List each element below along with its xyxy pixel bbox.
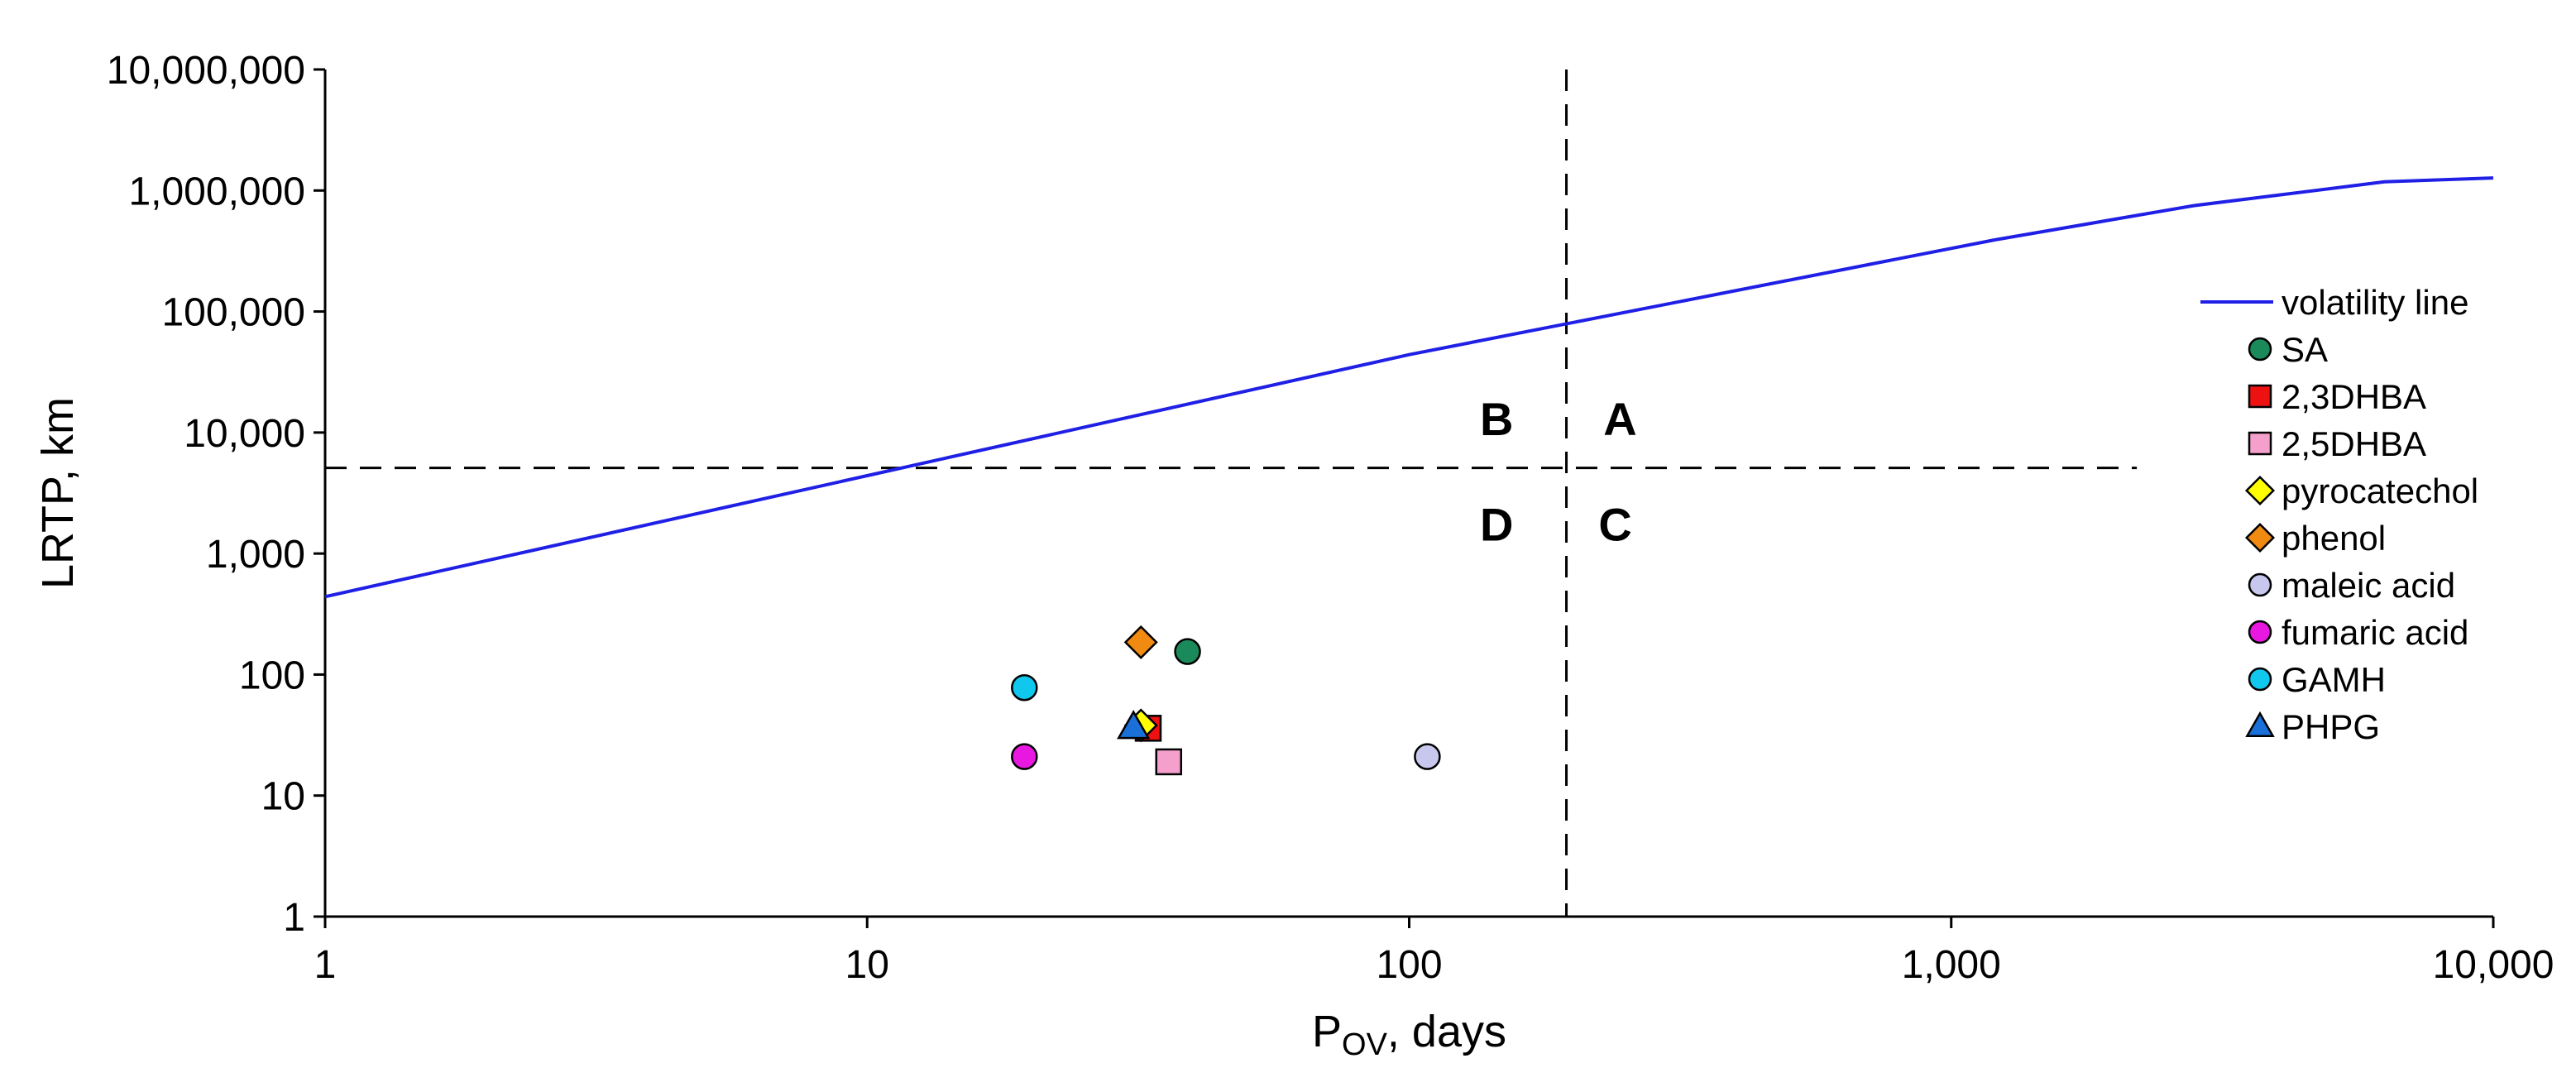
y-tick-label: 10,000,000 xyxy=(107,49,305,93)
point-phpg xyxy=(1117,710,1151,740)
axes xyxy=(323,69,2493,918)
y-tick-label: 10 xyxy=(261,775,305,819)
legend-item-pyrocatechol: pyrocatechol xyxy=(2244,472,2478,510)
legend-swatch xyxy=(2248,431,2272,456)
x-tick-label: 10,000 xyxy=(2433,943,2554,987)
y-tick-label: 10,000 xyxy=(184,412,305,456)
legend-label: GAMH xyxy=(2282,660,2386,699)
legend-label: 2,3DHBA xyxy=(2282,377,2426,416)
y-tick-label: 1 xyxy=(283,896,305,940)
x-tick-label: 1,000 xyxy=(1902,943,2001,987)
y-tick-label: 1,000 xyxy=(206,533,305,577)
legend-swatch xyxy=(2248,337,2272,362)
legend-item-maleic-acid: maleic acid xyxy=(2248,566,2455,605)
legend-item-fumaric-acid: fumaric acid xyxy=(2248,613,2468,652)
point-gamh xyxy=(1011,673,1038,702)
legend-label: PHPG xyxy=(2282,707,2380,746)
x-tick-label: 100 xyxy=(1376,943,1442,987)
legend-label: 2,5DHBA xyxy=(2282,424,2426,463)
quadrant-labels: B A D C xyxy=(1480,393,1637,550)
plot-area xyxy=(325,69,2138,917)
legend-swatch xyxy=(2248,384,2272,409)
legend-swatch xyxy=(2244,522,2276,553)
quadrant-label-c: C xyxy=(1598,499,1631,551)
legend-swatch xyxy=(2244,475,2276,506)
point-phenol xyxy=(1123,625,1158,659)
y-tick-label: 100 xyxy=(239,654,305,697)
legend-item-sa: SA xyxy=(2248,330,2328,369)
legend-label: pyrocatechol xyxy=(2282,472,2478,510)
y-tick-label: 1,000,000 xyxy=(128,170,305,213)
legend-item-2-5dhba: 2,5DHBA xyxy=(2248,424,2426,463)
tick-labels: 1 10 100 1,000 10,000 1 10 100 1,000 10,000 100,00… xyxy=(107,49,2554,987)
legend-item-2-3dhba: 2,3DHBA xyxy=(2248,377,2426,416)
legend-label: maleic acid xyxy=(2282,566,2455,605)
series-volatility-line xyxy=(324,176,2494,599)
series xyxy=(324,176,2494,776)
legend-item-phpg: PHPG xyxy=(2245,707,2380,746)
legend-label: fumaric acid xyxy=(2282,613,2468,652)
legend-swatch xyxy=(2248,620,2272,644)
legend-item-gamh: GAMH xyxy=(2248,660,2386,699)
y-axis-title: LRTP, km xyxy=(33,397,83,589)
point-fumaric-acid xyxy=(1011,743,1038,770)
legend-item-phenol: phenol xyxy=(2244,519,2386,558)
x-axis-title-suffix: , days xyxy=(1387,1007,1506,1056)
legend-label: phenol xyxy=(2282,519,2386,558)
legend-item-volatility-line: volatility line xyxy=(2200,283,2468,322)
x-tick-label: 1 xyxy=(314,943,337,987)
y-tick-label: 100,000 xyxy=(161,291,305,335)
legend-swatch xyxy=(2248,667,2272,692)
point-2-5dhba xyxy=(1155,748,1183,776)
legend-label: volatility line xyxy=(2282,283,2468,322)
legend-swatch xyxy=(2245,711,2275,737)
legend-swatch xyxy=(2248,572,2272,597)
point-sa xyxy=(1174,638,1201,665)
x-axis-title-subscript: OV xyxy=(1342,1027,1388,1062)
point-maleic-acid xyxy=(1414,743,1441,770)
x-axis-title-main: P xyxy=(1312,1007,1342,1056)
quadrant-label-a: A xyxy=(1603,393,1636,445)
x-tick-label: 10 xyxy=(845,943,889,987)
quadrant-label-d: D xyxy=(1480,499,1513,551)
quadrant-label-b: B xyxy=(1480,393,1513,445)
legend-label: SA xyxy=(2282,330,2328,369)
legend: volatility line SA 2,3DHBA 2,5DHBA pyrocatec… xyxy=(2200,283,2478,746)
x-axis-title: POV, days xyxy=(1312,1007,1506,1062)
